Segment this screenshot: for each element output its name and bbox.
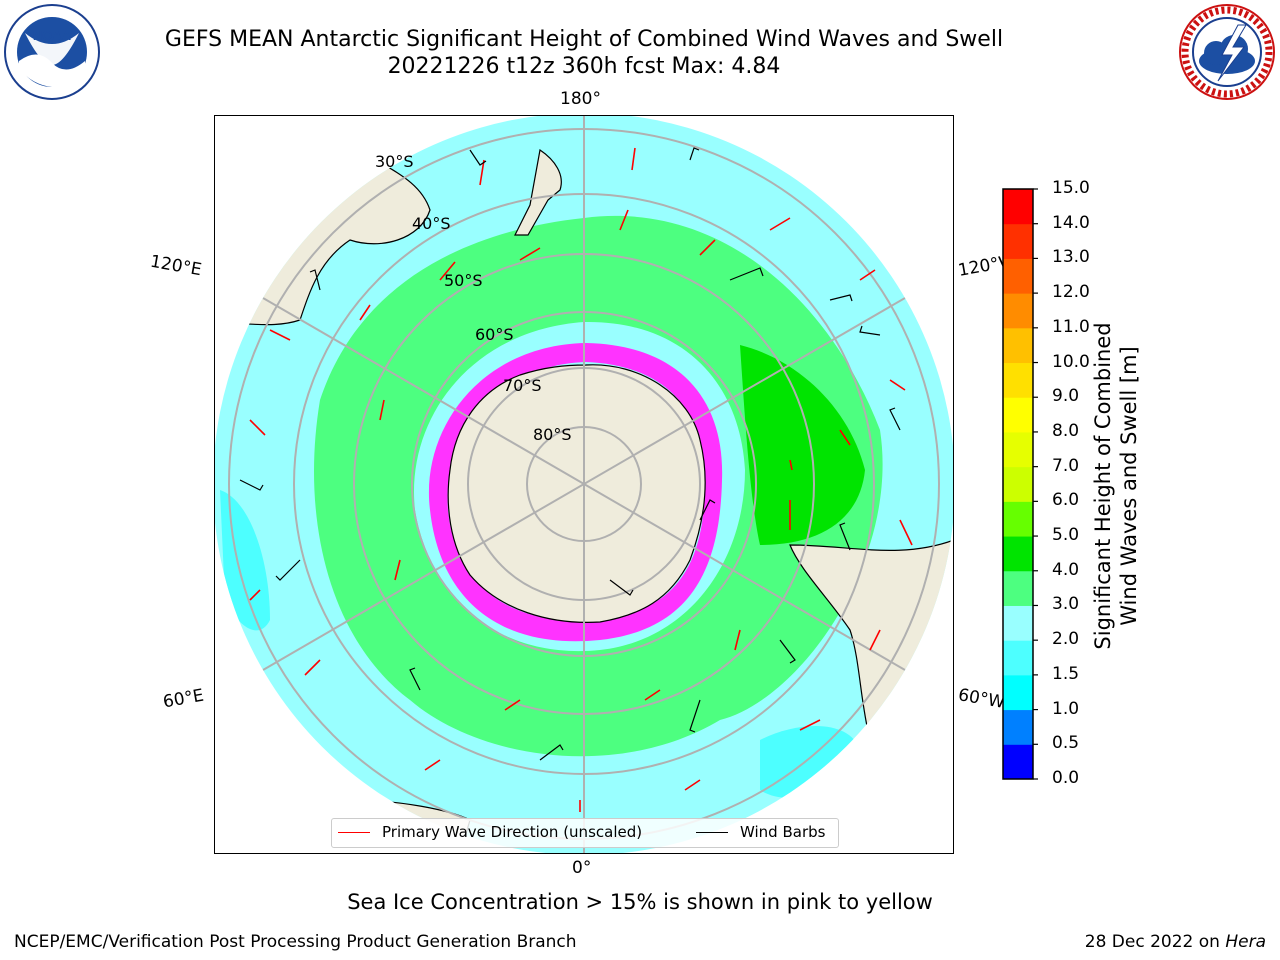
footer-credit: NCEP/EMC/Verification Post Processing Pr… [14,932,577,952]
colorbar-segment [1003,466,1033,502]
colorbar-tick-label: 2.0 [1052,629,1080,650]
colorbar-title-line2: Wind Waves and Swell [m] [1117,346,1141,626]
map-legend: Primary Wave Direction (unscaled) Wind B… [331,818,839,848]
antarctica [447,364,706,623]
colorbar-tick-label: 8.0 [1052,420,1080,441]
colorbar-segment [1003,674,1033,711]
footer-machine: Hera [1225,932,1266,952]
colorbar-tick-label: 6.0 [1052,490,1080,511]
colorbar-tick-label: 1.5 [1052,663,1080,684]
colorbar-tick-label: 5.0 [1052,525,1080,546]
colorbar-tick-label: 11.0 [1052,316,1090,337]
colorbar-segment [1003,640,1033,676]
lon-label-0: 0° [572,858,592,878]
colorbar-tick-label: 13.0 [1052,247,1090,268]
chart-title: GEFS MEAN Antarctic Significant Height o… [164,27,1004,52]
lon-label-180: 180° [560,89,601,109]
colorbar-tick-label: 4.0 [1052,559,1080,580]
legend-item-wave-direction: Primary Wave Direction (unscaled) [338,823,642,841]
colorbar-segment [1003,327,1033,364]
lat-label-30s: 30°S [375,152,414,171]
colorbar-segment [1003,223,1033,259]
legend-item-wind-barbs: Wind Barbs [696,823,825,841]
legend-line-red [338,832,370,833]
colorbar-tick-label: 0.0 [1052,768,1080,788]
colorbar-segment [1003,189,1033,225]
wind-barbs [239,147,901,761]
colorbar-tick-label: 10.0 [1052,351,1090,372]
colorbar-segment [1003,362,1033,398]
footer-date-text: 28 Dec 2022 on [1084,932,1226,952]
colorbar [1002,188,1038,780]
noaa-logo-text: NOAA [33,28,72,43]
colorbar-tick-label: 12.0 [1052,282,1090,303]
colorbar-segment [1003,605,1033,641]
lat-label-70s: 70°S [503,376,542,395]
colorbar-tick-label: 7.0 [1052,455,1080,476]
colorbar-tick-label: 15.0 [1052,178,1090,198]
lat-label-50s: 50°S [444,271,483,290]
nws-logo [1179,4,1275,100]
colorbar-tick-label: 0.5 [1052,733,1080,754]
legend-label-wave-direction: Primary Wave Direction (unscaled) [382,823,643,841]
colorbar-tick-label: 3.0 [1052,594,1080,615]
colorbar-segment [1003,744,1033,780]
legend-label-wind-barbs: Wind Barbs [740,823,826,841]
footer-date: 28 Dec 2022 on Hera [1085,932,1266,952]
colorbar-segment [1003,431,1033,468]
wave-band-4-5m [740,345,865,545]
colorbar-tick-label: 1.0 [1052,698,1080,719]
colorbar-segment [1003,397,1033,433]
noaa-logo: NOAA [4,4,100,100]
lat-label-40s: 40°S [412,214,451,233]
wave-direction-arrows [249,147,913,812]
lat-label-60s: 60°S [475,325,514,344]
colorbar-segment [1003,570,1033,606]
colorbar-tick-label: 14.0 [1052,212,1090,233]
colorbar-tick-label: 9.0 [1052,386,1080,407]
colorbar-segment [1003,258,1033,294]
colorbar-segment [1003,293,1033,329]
chart-subtitle: 20221226 t12z 360h fcst Max: 4.84 [387,54,781,79]
legend-line-black [696,832,728,833]
colorbar-title-line1: Significant Height of Combined [1091,322,1115,650]
colorbar-segment [1003,501,1033,537]
colorbar-segment [1003,709,1033,745]
lat-label-80s: 80°S [533,425,572,444]
wave-patch-1.5-2m-west [220,490,270,631]
new-zealand [514,148,562,236]
colorbar-segment [1003,536,1033,572]
sea-ice-note: Sea Ice Concentration > 15% is shown in … [347,890,933,914]
colorbar-frame [1002,188,1034,780]
